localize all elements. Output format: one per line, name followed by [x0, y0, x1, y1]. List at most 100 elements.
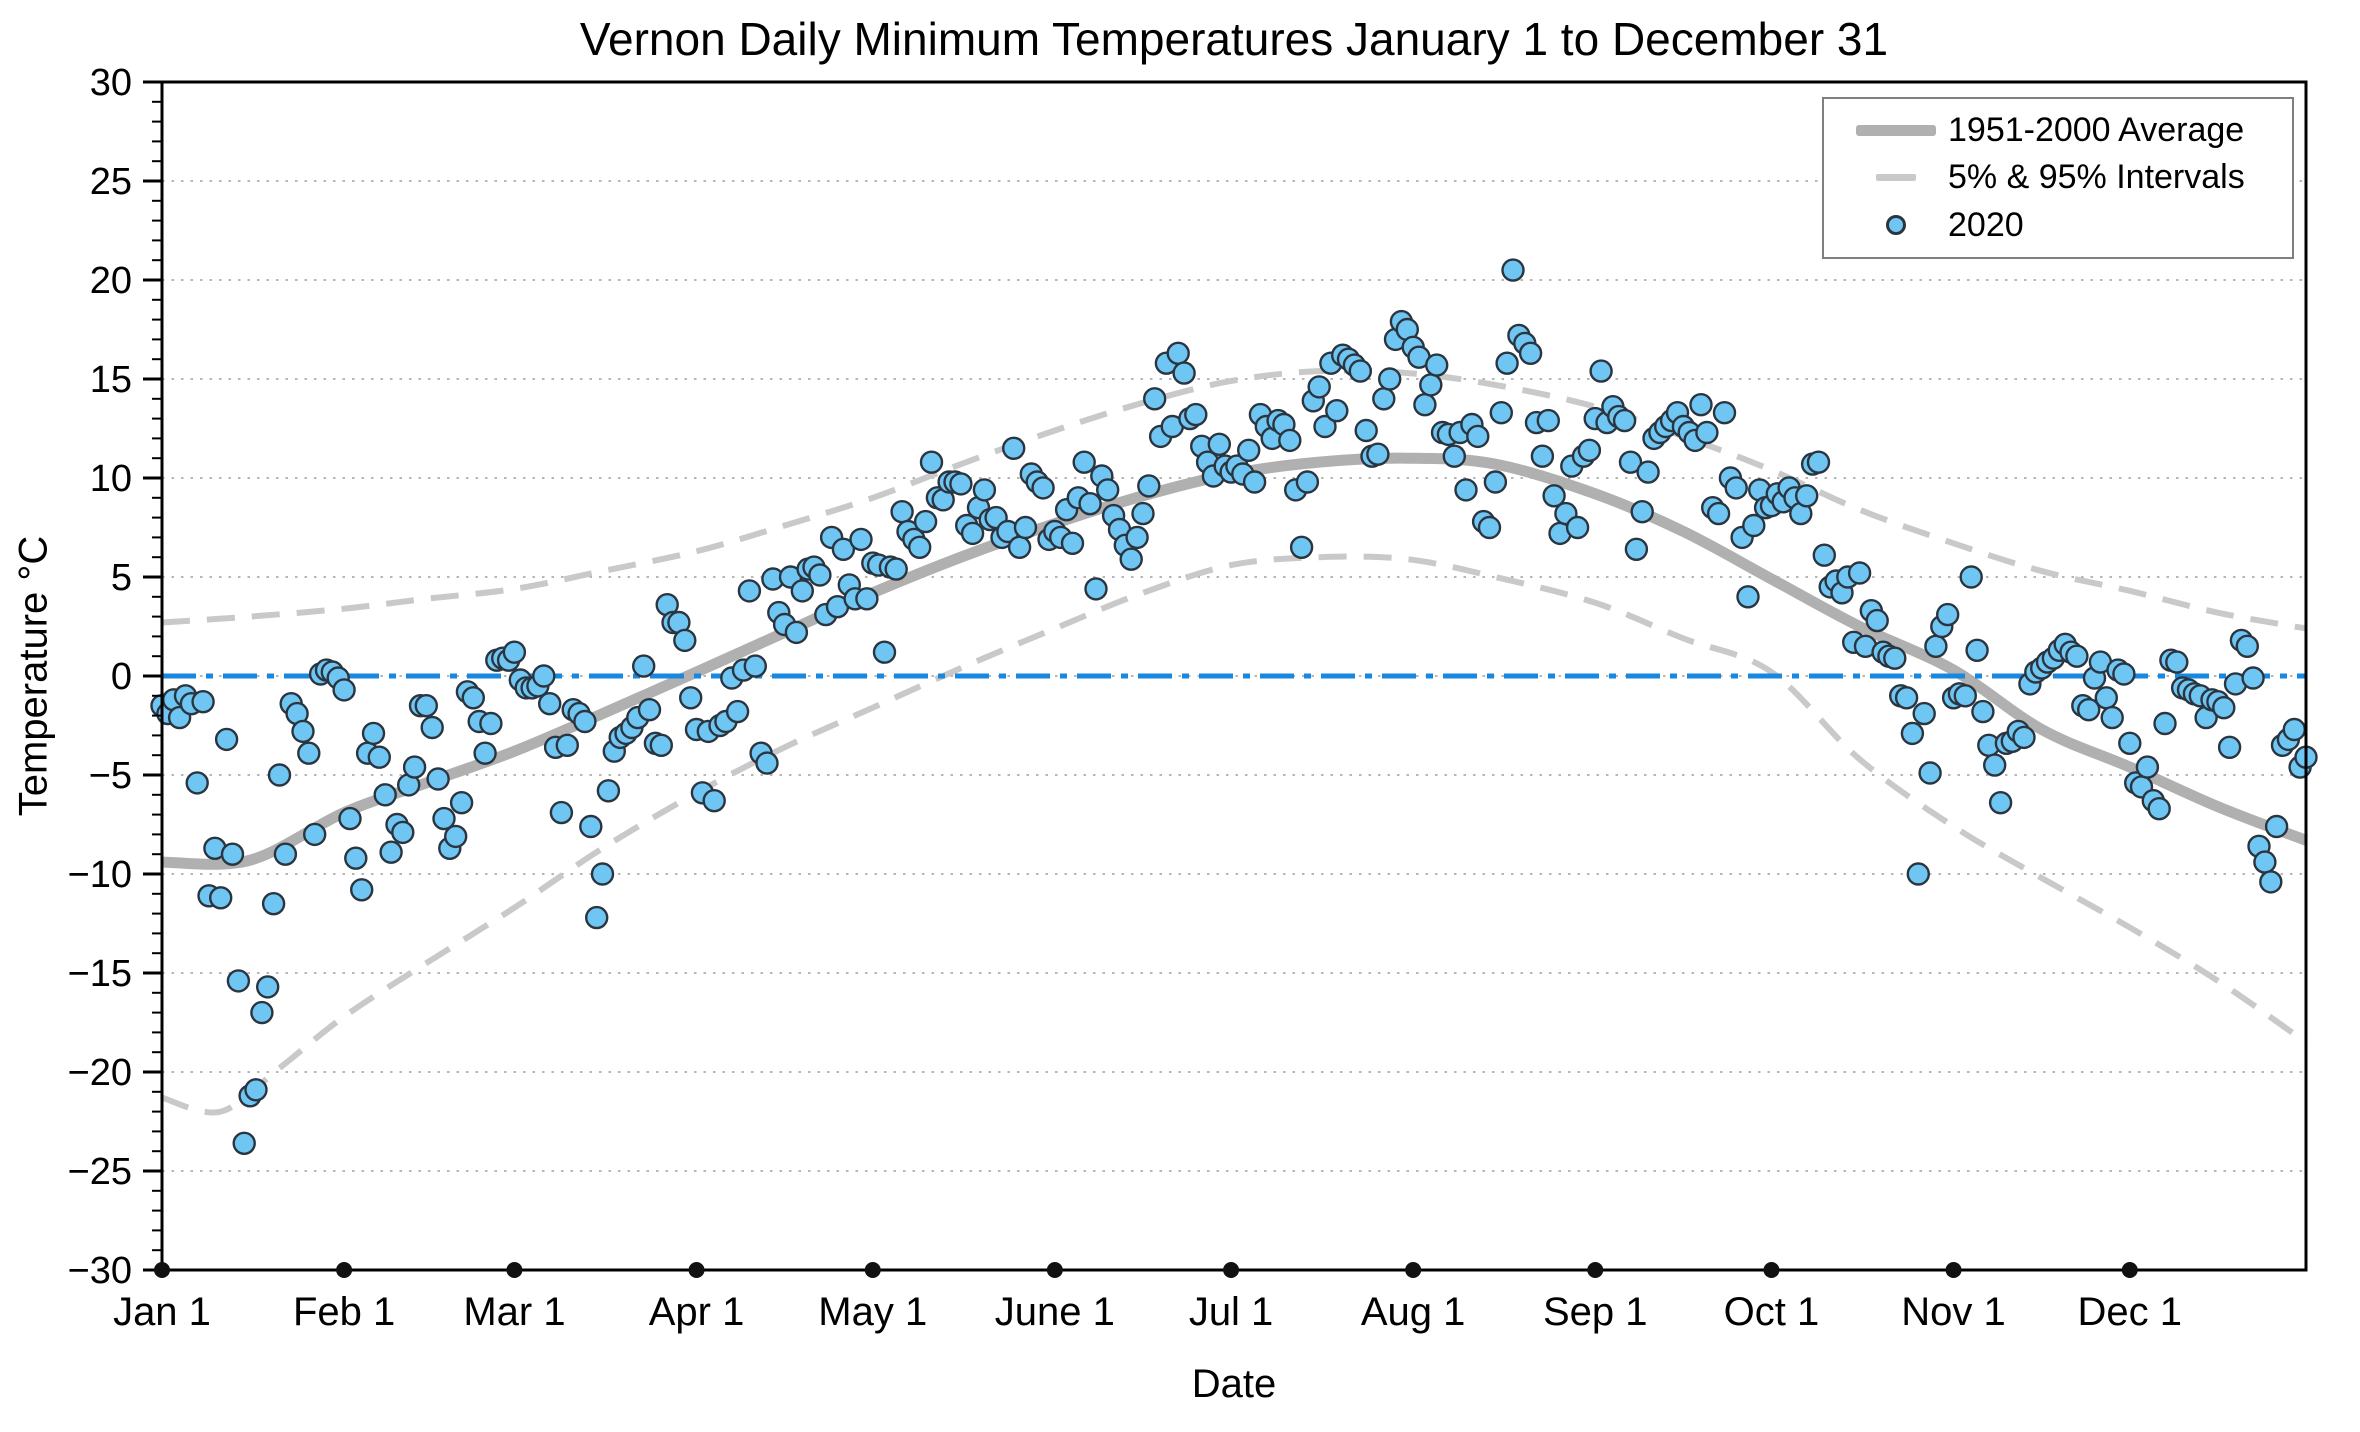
scatter-point	[1236, 438, 1261, 462]
scatter-point	[1072, 450, 1096, 474]
x-tick-label: Oct 1	[1724, 1290, 1820, 1334]
scatter-point	[2153, 711, 2177, 736]
scatter-point	[1013, 515, 1038, 540]
month-tick-marker	[2121, 1262, 2138, 1278]
scatter-point	[919, 450, 944, 474]
y-tick-label: −15	[68, 953, 132, 995]
month-tick-marker	[154, 1262, 170, 1278]
scatter-point	[432, 806, 456, 831]
scatter-point	[1912, 701, 1936, 726]
scatter-point	[208, 886, 233, 910]
scatter-point	[2282, 717, 2307, 742]
scatter-point	[1289, 535, 1314, 559]
scatter-point	[1918, 761, 1942, 785]
scatter-point	[303, 822, 327, 847]
scatter-point	[555, 733, 579, 757]
scatter-point	[1865, 608, 1889, 633]
scatter-point	[1965, 638, 1989, 662]
y-tick-label: 10	[90, 458, 132, 500]
scatter-point	[1495, 351, 1519, 375]
scatter-point	[908, 535, 932, 559]
scatter-point	[220, 842, 245, 866]
scatter-point	[831, 537, 856, 561]
scatter-point	[473, 741, 497, 765]
y-tick-label: 15	[90, 359, 132, 401]
scatter-point	[1095, 478, 1120, 502]
legend-item-2020: 2020	[1844, 202, 2284, 249]
scatter-point	[855, 587, 879, 611]
scatter-point	[1618, 450, 1643, 474]
month-tick-marker	[336, 1262, 353, 1278]
scatter-point	[755, 751, 779, 775]
scatter-point	[1477, 515, 1502, 540]
scatter-point	[367, 745, 391, 769]
scatter-point	[1518, 341, 1543, 365]
upper-interval-curve	[161, 367, 2307, 632]
scatter-point	[1988, 791, 2013, 815]
scatter-point	[632, 654, 656, 678]
scatter-point	[737, 579, 762, 603]
scatter-point	[573, 709, 597, 734]
x-tick-label: Mar 1	[463, 1290, 565, 1334]
scatter-point	[890, 500, 914, 524]
scatter-point	[1483, 470, 1508, 494]
average-line-icon	[1844, 125, 1948, 137]
scatter-point	[2147, 797, 2171, 821]
scatter-point	[261, 892, 286, 916]
scatter-point	[1959, 565, 1983, 589]
scatter-point	[267, 763, 292, 787]
scatter-point	[2065, 644, 2089, 668]
scatter-point	[532, 664, 556, 688]
scatter-point	[1501, 258, 1525, 282]
scatter-point	[373, 783, 397, 807]
scatter-point	[1424, 353, 1449, 377]
scatter-point	[579, 814, 603, 839]
scatter-point	[244, 1078, 268, 1102]
scatter-point	[379, 840, 403, 864]
scatter-point	[426, 767, 450, 791]
scatter-point	[1172, 361, 1196, 385]
scatter-point	[637, 698, 662, 722]
scatter-point	[1125, 525, 1149, 550]
scatter-point	[232, 1131, 256, 1156]
scatter-point	[1377, 367, 1402, 391]
y-tick-label: −20	[68, 1052, 132, 1094]
scatter-point	[332, 678, 356, 702]
y-axis: 30 25 20 15 10 5 0 −5 −10 −15 −20 −25 −30	[68, 62, 162, 1292]
scatter-point	[1883, 646, 1907, 670]
scatter-point	[1894, 686, 1919, 710]
scatter-point	[256, 975, 280, 999]
scatter-point	[1325, 399, 1349, 423]
x-tick-label: May 1	[818, 1290, 927, 1334]
legend: 1951-2000 Average 5% & 95% Intervals 202…	[1822, 97, 2294, 259]
x-axis: Jan 1 Feb 1 Mar 1 Apr 1 May 1 June 1 Jul 1 Aug …	[113, 1262, 2182, 1334]
scatter-point	[1630, 500, 1654, 524]
scatter-point	[414, 694, 438, 718]
scatter-point	[960, 521, 985, 546]
scatter-point	[1002, 436, 1026, 460]
scatter-point	[291, 719, 315, 744]
scatter-point	[273, 842, 298, 866]
x-axis-label: Date	[1191, 1362, 1277, 1406]
scatter-point	[1354, 418, 1378, 443]
scatter-point	[1489, 401, 1514, 425]
scatter-point	[402, 755, 427, 779]
x-tick-label: Dec 1	[2078, 1290, 2183, 1334]
scatter-point	[590, 862, 615, 886]
month-tick-marker	[1763, 1262, 1780, 1278]
scatter-point	[1982, 753, 2007, 777]
scatter-point	[1847, 561, 1872, 585]
scatter-point	[1060, 531, 1085, 555]
scatter-point	[1466, 424, 1490, 449]
month-tick-marker	[506, 1262, 523, 1278]
legend-item-average: 1951-2000 Average	[1844, 107, 2284, 154]
scatter-point	[1295, 470, 1320, 494]
scatter-point	[1935, 602, 1960, 627]
legend-label: 1951-2000 Average	[1948, 111, 2245, 150]
lower-interval-curve	[161, 553, 2308, 1116]
scatter-point	[338, 806, 362, 831]
scatter-point	[1706, 501, 1731, 526]
scatter-point	[596, 779, 621, 803]
